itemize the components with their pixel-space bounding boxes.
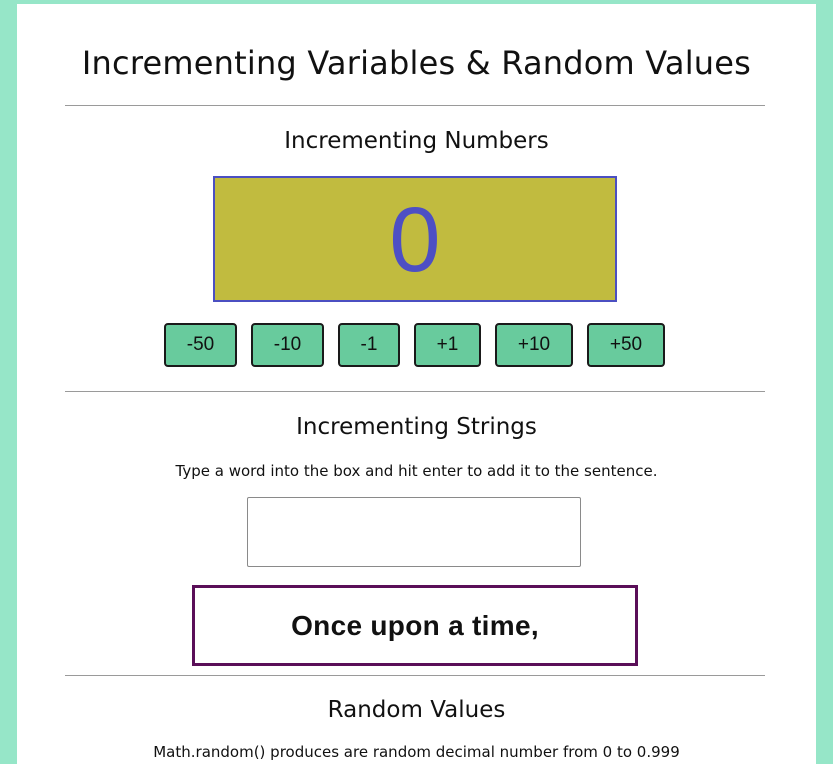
minus-10-button[interactable]: -10 xyxy=(251,323,324,367)
plus-50-button[interactable]: +50 xyxy=(587,323,665,367)
minus-1-button[interactable]: -1 xyxy=(338,323,400,367)
page-title: Incrementing Variables & Random Values xyxy=(81,44,752,82)
counter-display: 0 xyxy=(213,176,617,302)
increment-button-row: -50 -10 -1 +1 +10 +50 xyxy=(17,323,816,371)
sentence-display: Once upon a time, xyxy=(192,585,638,666)
incrementing-numbers-heading: Incrementing Numbers xyxy=(284,128,549,154)
random-values-heading: Random Values xyxy=(327,697,506,723)
divider xyxy=(65,391,765,392)
divider xyxy=(65,105,765,106)
sentence-text: Once upon a time, xyxy=(291,609,539,641)
word-input[interactable] xyxy=(247,497,581,567)
strings-instructions: Type a word into the box and hit enter t… xyxy=(175,462,658,480)
counter-value: 0 xyxy=(389,189,441,291)
incrementing-strings-heading: Incrementing Strings xyxy=(296,414,537,440)
page-card: Incrementing Variables & Random Values I… xyxy=(17,4,816,764)
divider xyxy=(65,675,765,676)
plus-10-button[interactable]: +10 xyxy=(495,323,573,367)
minus-50-button[interactable]: -50 xyxy=(164,323,237,367)
plus-1-button[interactable]: +1 xyxy=(414,323,481,367)
random-description: Math.random() produces are random decima… xyxy=(153,743,680,761)
